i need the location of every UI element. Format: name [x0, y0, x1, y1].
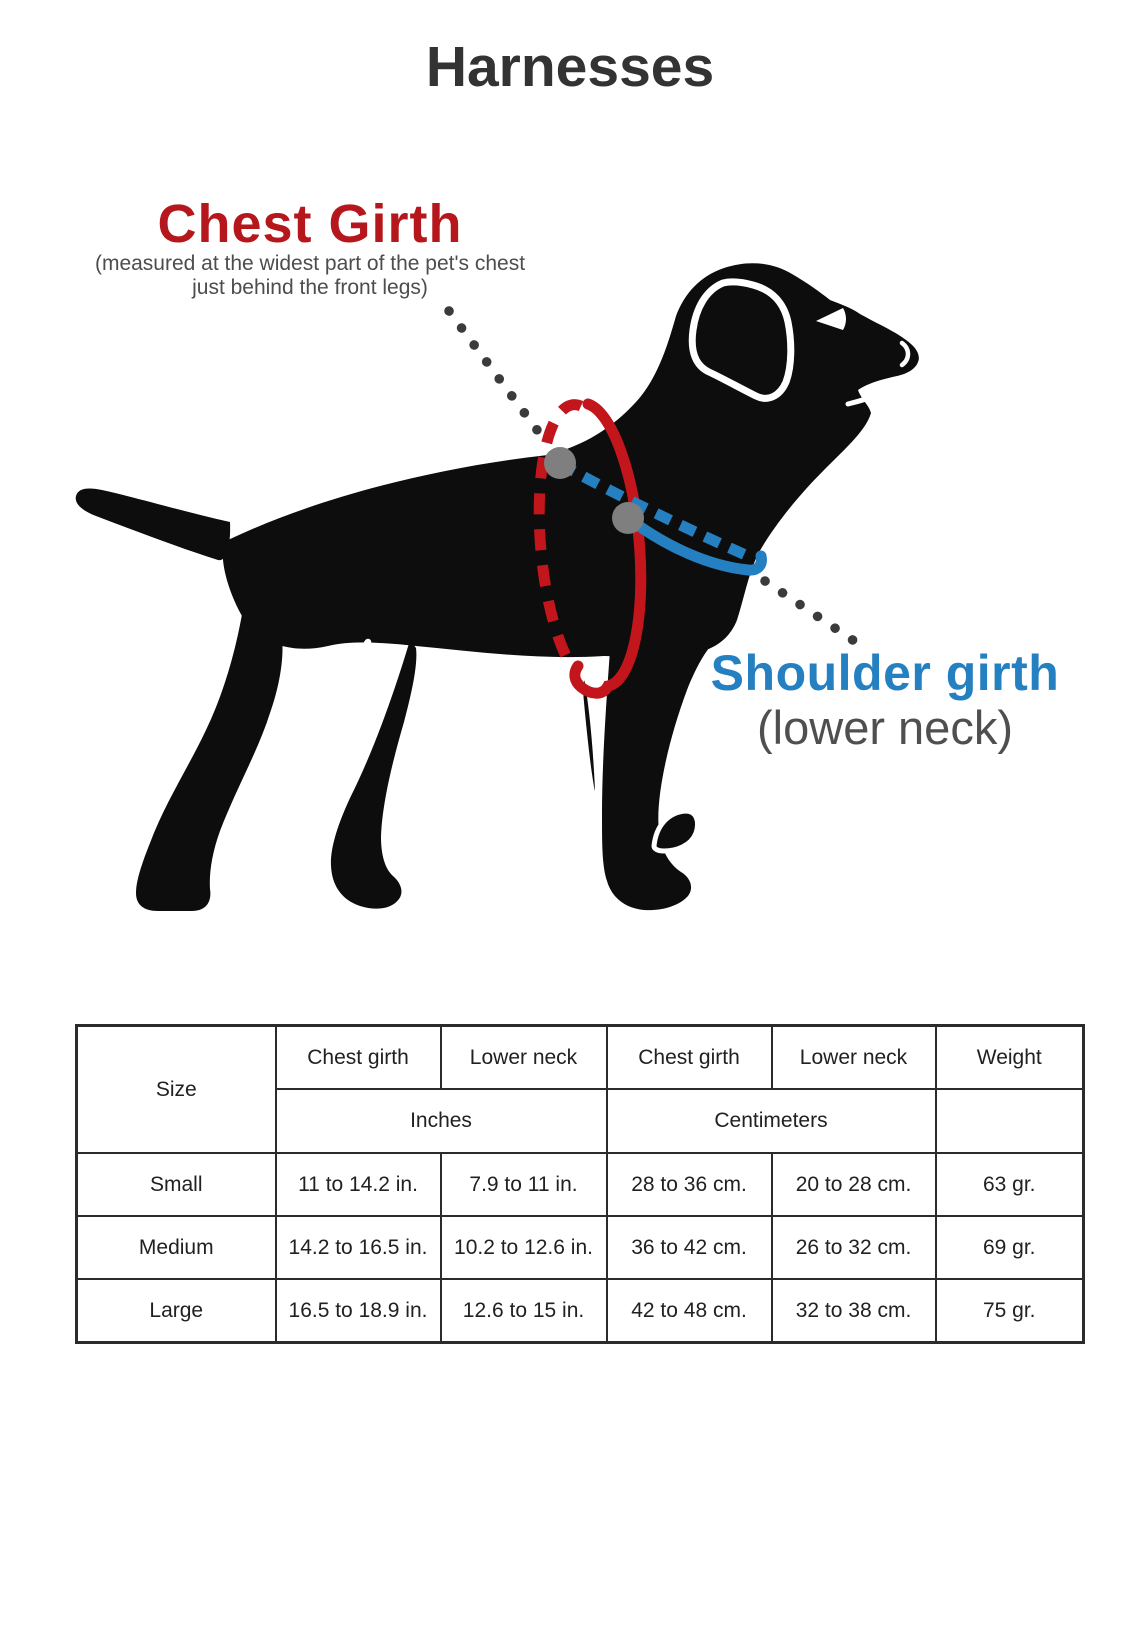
- cell-chest-in: 11 to 14.2 in.: [274, 1152, 442, 1217]
- chest-girth-callout: Chest Girth (measured at the widest part…: [60, 196, 560, 300]
- cell-neck-cm: 26 to 32 cm.: [770, 1215, 937, 1280]
- header-lower-neck-cm: Lower neck: [770, 1024, 937, 1090]
- dog-nose-highlight: [899, 340, 911, 368]
- shoulder-girth-callout: Shoulder girth (lower neck): [650, 646, 1120, 756]
- header-lower-neck-in: Lower neck: [439, 1024, 608, 1090]
- chest-girth-label: Chest Girth: [157, 194, 463, 254]
- header-size: Size: [75, 1024, 277, 1154]
- page-title: Harnesses: [425, 35, 715, 99]
- chest-girth-line-solid: [569, 398, 647, 699]
- table-row-medium: Medium 14.2 to 16.5 in. 10.2 to 12.6 in.…: [75, 1215, 1085, 1280]
- shoulder-girth-line-solid: [622, 512, 767, 576]
- table-header-row: Size Chest girth Lower neck Chest girth …: [75, 1024, 1085, 1154]
- header-weight: Weight: [934, 1024, 1085, 1090]
- shoulder-measure-marker: [612, 502, 644, 534]
- chest-measure-marker: [544, 447, 576, 479]
- chest-girth-note-line2: just behind the front legs): [192, 276, 428, 299]
- header-chest-girth-cm: Chest girth: [605, 1024, 773, 1090]
- dog-near-hind-leg: [330, 640, 417, 909]
- chest-girth-note-line1: (measured at the widest part of the pet'…: [94, 252, 526, 275]
- shoulder-girth-line-dashed: [557, 459, 753, 563]
- dog-tail: [75, 488, 231, 561]
- header-inches: Inches: [274, 1088, 608, 1154]
- shoulder-girth-label: Shoulder girth: [710, 645, 1060, 701]
- cell-chest-cm: 36 to 42 cm.: [605, 1215, 773, 1280]
- cell-size: Small: [75, 1152, 277, 1217]
- cell-chest-in: 16.5 to 18.9 in.: [274, 1278, 442, 1344]
- dog-ear-outline: [688, 278, 795, 402]
- header-chest-girth-in: Chest girth: [274, 1024, 442, 1090]
- cell-neck-in: 12.6 to 15 in.: [439, 1278, 608, 1344]
- cell-neck-cm: 32 to 38 cm.: [770, 1278, 937, 1344]
- dog-far-front-paw: [651, 808, 701, 854]
- cell-neck-in: 10.2 to 12.6 in.: [439, 1215, 608, 1280]
- cell-size: Medium: [75, 1215, 277, 1280]
- cell-weight: 63 gr.: [934, 1152, 1085, 1217]
- table-row-large: Large 16.5 to 18.9 in. 12.6 to 15 in. 42…: [75, 1278, 1085, 1344]
- shoulder-girth-leader-dots: [760, 576, 871, 654]
- dog-near-front-leg: [602, 641, 715, 911]
- cell-neck-in: 7.9 to 11 in.: [439, 1152, 608, 1217]
- table-units-row: Inches Centimeters: [77, 1088, 1085, 1154]
- cell-chest-cm: 28 to 36 cm.: [605, 1152, 773, 1217]
- chest-girth-leader-dots: [444, 306, 548, 443]
- cell-chest-cm: 42 to 48 cm.: [605, 1278, 773, 1344]
- weight-unit-empty-cell: [934, 1088, 1085, 1154]
- hind-leg-separation-line: [251, 638, 372, 830]
- header-centimeters: Centimeters: [605, 1088, 937, 1154]
- cell-weight: 75 gr.: [934, 1278, 1085, 1344]
- table-row-small: Small 11 to 14.2 in. 7.9 to 11 in. 28 to…: [75, 1152, 1085, 1217]
- chest-girth-line-dashed: [533, 399, 584, 667]
- dog-eye: [816, 308, 846, 330]
- dog-far-hind-leg: [136, 556, 283, 911]
- shoulder-girth-sublabel: (lower neck): [757, 701, 1013, 754]
- cell-weight: 69 gr.: [934, 1215, 1085, 1280]
- cell-size: Large: [75, 1278, 277, 1344]
- cell-neck-cm: 20 to 28 cm.: [770, 1152, 937, 1217]
- harness-size-table: Size Chest girth Lower neck Chest girth …: [75, 1024, 1085, 1344]
- dog-mouth-line: [845, 373, 916, 407]
- cell-chest-in: 14.2 to 16.5 in.: [274, 1215, 442, 1280]
